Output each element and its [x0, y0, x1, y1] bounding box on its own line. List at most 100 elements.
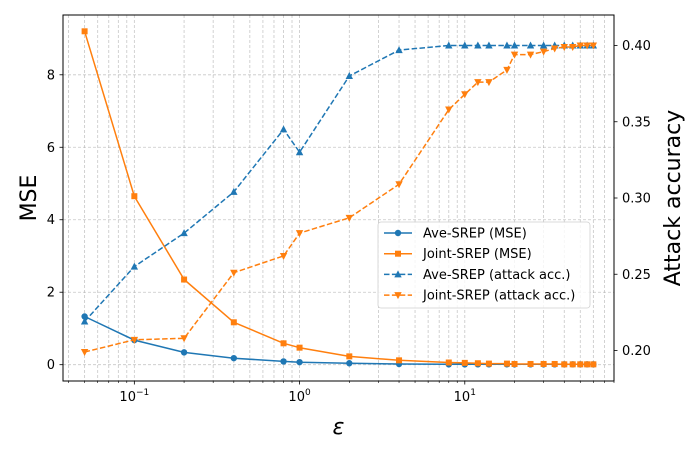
data-point — [230, 354, 238, 362]
data-point — [295, 148, 304, 156]
x-tick-label-base: 10 — [119, 390, 136, 405]
y-axis-right-label: Attack accuracy — [661, 110, 686, 286]
data-point — [130, 262, 139, 270]
series-1 — [81, 28, 597, 368]
data-point — [527, 360, 534, 367]
data-point — [445, 359, 452, 366]
data-point — [539, 48, 548, 56]
legend-swatch-marker — [395, 250, 401, 257]
data-point — [180, 349, 188, 356]
legend-box — [377, 221, 591, 309]
legend-label: Ave-SREP (attack acc.) — [423, 268, 570, 283]
data-point — [80, 349, 89, 357]
data-point — [230, 269, 238, 277]
data-point — [181, 276, 188, 283]
data-point — [131, 193, 138, 200]
legend-entry: Joint-SREP (MSE) — [384, 247, 532, 262]
y-left-tick-label: 0 — [47, 358, 55, 373]
data-point — [577, 361, 584, 368]
y-right-tick-label: 0.30 — [622, 192, 651, 207]
legend-swatch-marker — [394, 270, 402, 278]
legend-entry: Ave-SREP (MSE) — [384, 227, 527, 242]
y-left-tick-label: 2 — [47, 286, 55, 301]
data-point — [346, 360, 353, 367]
data-point — [230, 187, 238, 195]
data-point — [279, 252, 288, 260]
data-point — [583, 42, 591, 50]
legend-swatch-marker — [394, 292, 402, 300]
x-tick-label-exponent: 0 — [305, 388, 311, 398]
x-tick-label: 101 — [454, 388, 476, 405]
y-axis-left: 0 2 4 6 8 — [47, 68, 63, 373]
data-point — [461, 359, 468, 366]
data-point — [503, 360, 510, 367]
x-axis-label: ε — [333, 415, 345, 440]
data-point — [561, 361, 568, 368]
data-point — [230, 319, 237, 326]
data-point — [345, 72, 354, 79]
data-point — [551, 360, 558, 367]
y-axis-left-label: MSE — [17, 175, 42, 222]
data-point — [526, 41, 535, 49]
data-point — [589, 42, 598, 50]
data-point — [540, 360, 547, 367]
data-point — [461, 91, 469, 99]
x-tick-label-exponent: 1 — [470, 388, 476, 398]
legend: Ave-SREP (MSE) Joint-SREP (MSE) Ave-SREP (… — [377, 221, 591, 309]
x-axis: 10−1 100 101 — [68, 381, 615, 405]
series-line — [84, 44, 594, 353]
y-axis-right: 0.20 0.25 0.30 0.35 0.40 — [614, 39, 651, 359]
data-point — [485, 41, 493, 49]
data-point — [474, 360, 481, 367]
data-point — [584, 361, 591, 368]
data-point — [539, 41, 548, 49]
data-point — [485, 79, 493, 87]
data-point — [280, 358, 287, 365]
series-layer — [80, 28, 598, 368]
data-point — [279, 125, 288, 133]
data-point — [503, 66, 511, 74]
data-point — [295, 230, 304, 238]
data-point — [550, 45, 559, 53]
data-point — [180, 335, 188, 343]
data-point — [590, 361, 597, 368]
data-point — [445, 106, 453, 114]
data-point — [569, 361, 576, 368]
data-point — [180, 229, 188, 237]
y-left-tick-label: 8 — [47, 68, 55, 83]
legend-label: Ave-SREP (MSE) — [423, 227, 527, 242]
legend-entry: Ave-SREP (attack acc.) — [384, 268, 570, 283]
y-right-tick-label: 0.35 — [622, 115, 651, 130]
data-point — [345, 214, 354, 222]
data-point — [81, 313, 88, 320]
data-point — [296, 344, 303, 351]
data-point — [296, 358, 303, 366]
y-left-tick-label: 6 — [47, 141, 55, 156]
x-tick-label: 10−1 — [119, 388, 149, 405]
legend-entry: Joint-SREP (attack acc.) — [384, 289, 575, 304]
y-right-tick-label: 0.20 — [622, 344, 651, 359]
data-point — [346, 353, 353, 360]
series-line — [84, 44, 594, 323]
x-tick-label: 100 — [288, 388, 311, 405]
data-point — [395, 46, 403, 54]
data-point — [569, 44, 577, 52]
legend-label: Joint-SREP (MSE) — [422, 247, 532, 262]
data-point — [280, 340, 287, 347]
x-tick-label-base: 10 — [454, 390, 471, 405]
data-point — [576, 42, 584, 50]
data-point — [510, 41, 519, 49]
series-3 — [80, 42, 598, 357]
data-point — [526, 51, 535, 59]
y-left-tick-label: 4 — [47, 213, 55, 228]
data-point — [474, 41, 482, 49]
y-right-tick-label: 0.40 — [622, 39, 651, 54]
x-tick-label-base: 10 — [288, 390, 305, 405]
y-right-tick-label: 0.25 — [622, 268, 651, 283]
data-point — [81, 28, 88, 35]
data-point — [485, 360, 492, 367]
data-point — [461, 41, 469, 49]
data-point — [474, 79, 482, 87]
